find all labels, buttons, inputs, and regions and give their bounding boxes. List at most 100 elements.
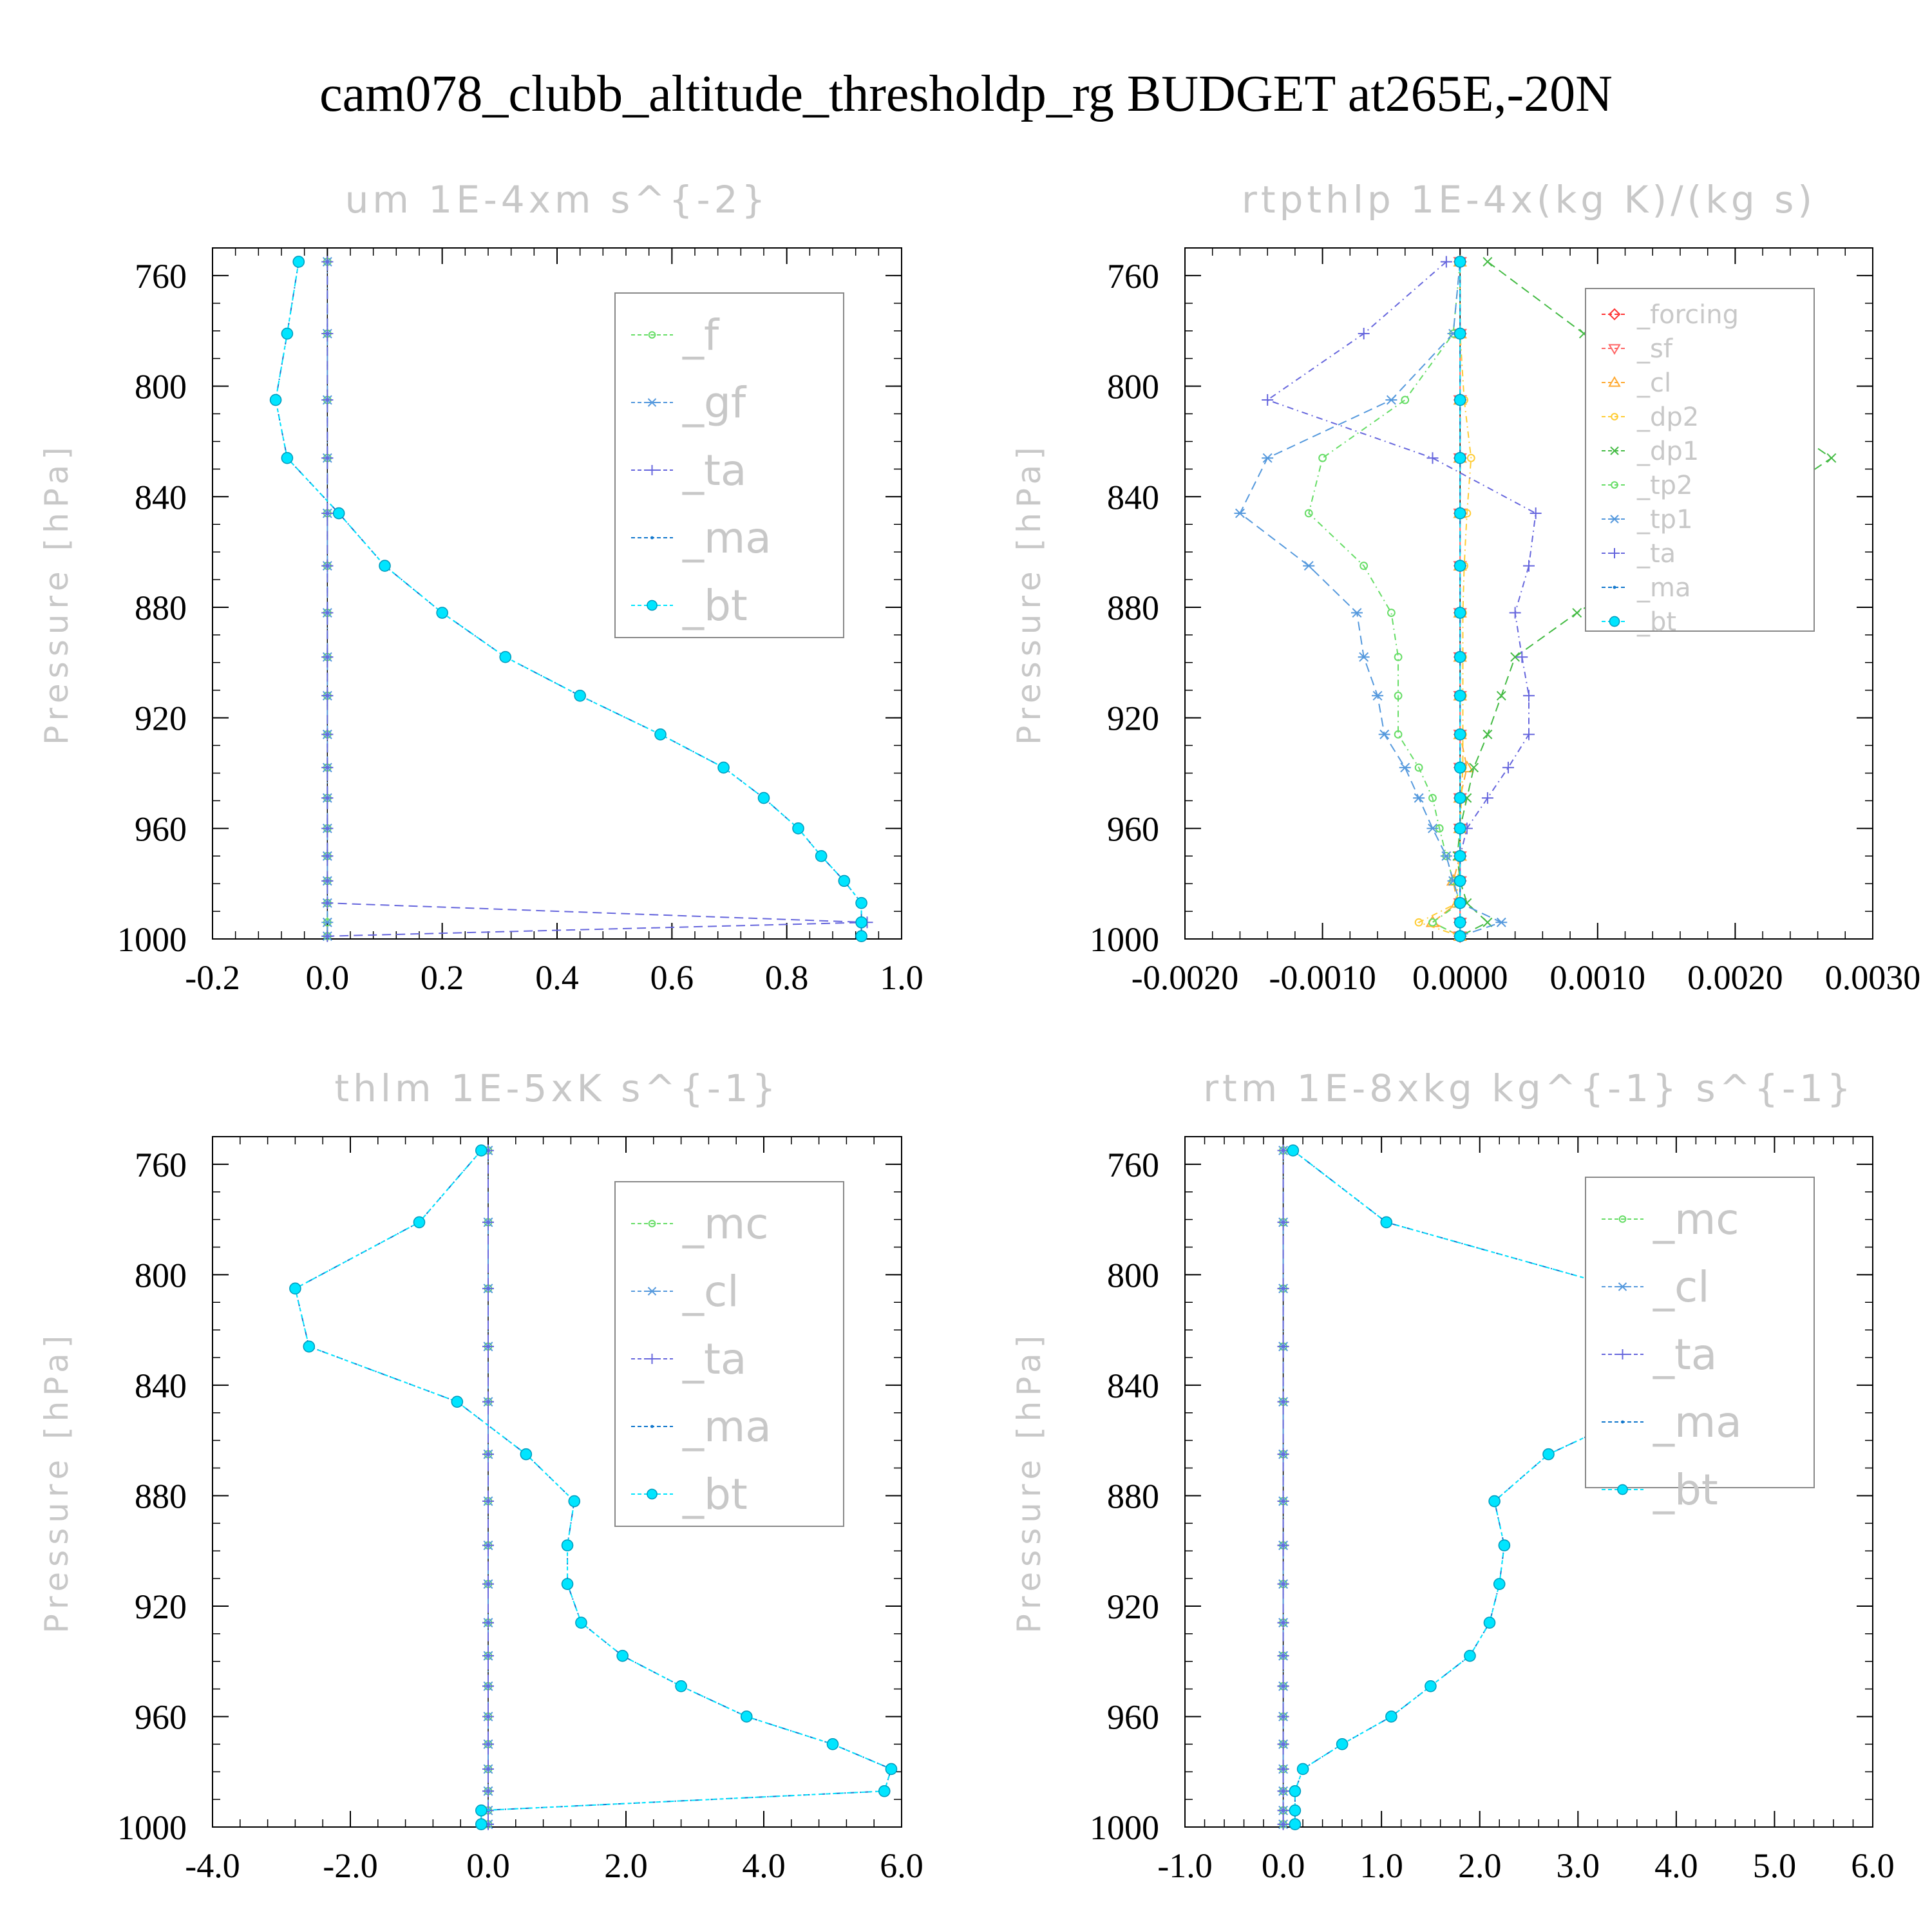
legend-marker [1617,1349,1628,1359]
data-point [878,1785,891,1797]
data-point [757,791,770,804]
legend: _f _gf _ta _ma _bt [614,292,844,638]
data-point [675,1680,687,1692]
series-tp2 [1304,258,1464,941]
legend-label: _ta [682,446,746,495]
y-tick-label: 800 [1107,368,1159,406]
legend-label: _mc [1653,1195,1739,1244]
data-point [1234,508,1246,518]
y-tick-label: 1000 [117,1808,187,1847]
legend-marker [647,398,658,407]
data-point [482,1578,494,1590]
data-point [379,560,391,572]
data-point [303,1340,316,1353]
legend-item: _ta [1602,1330,1717,1379]
data-point [717,761,730,774]
legend-item: _ma [1602,573,1690,603]
data-point [482,1340,494,1352]
data-point [561,1539,574,1551]
legend: _mc _cl _ta _ma _bt [614,1181,844,1527]
data-point [1496,690,1506,701]
data-point [321,917,334,927]
legend-marker [647,1354,658,1364]
data-point [1394,652,1403,661]
series-line [1308,261,1461,937]
data-point [499,650,512,663]
plot-frame [212,1136,902,1828]
plot-frame [1184,1136,1873,1828]
data-point [855,896,867,909]
series-bt [1454,256,1466,943]
data-point [1277,1216,1289,1228]
data-point [826,1738,839,1750]
data-point [1380,1216,1393,1229]
data-point [855,930,867,943]
legend-box [1585,1177,1815,1488]
y-tick-label: 760 [1107,257,1159,296]
legend-item: _bt [631,1470,748,1519]
chart-panel-2: rtpthlp 1E-4x(kg K)/(kg s) Pressure [hPa]… [1010,178,1920,997]
x-tick-label: 0.0 [466,1846,510,1885]
y-tick-label: 920 [135,699,187,738]
y-tick-label: 800 [1107,1256,1159,1294]
series-line [1239,261,1503,937]
data-point [1440,851,1452,861]
legend-box [1585,288,1815,632]
series-line [1265,261,1537,936]
y-tick-label: 920 [1107,1587,1159,1626]
data-point [1413,793,1425,803]
legend-label: _tp2 [1636,471,1693,500]
legend-item: _dp1 [1602,437,1699,466]
legend-item: _bt [1602,1465,1718,1515]
data-point [1428,793,1437,802]
y-tick-label: 840 [135,478,187,516]
legend-marker [1617,1484,1628,1495]
y-tick-label: 840 [1107,1367,1159,1405]
data-point [321,560,334,572]
legend: _forcing _sf _cl _dp2 _dp1 _tp2 _tp1 _ta _ma _bt [1585,288,1815,637]
data-point [269,393,282,406]
data-point [1296,1763,1309,1776]
data-point [1454,761,1466,774]
figure-title: cam078_clubb_altitude_thresholdp_rg BUDG… [319,66,1613,122]
legend-label: _mc [682,1199,769,1249]
data-point [475,1818,488,1831]
data-point [321,897,334,909]
data-point [1277,1763,1289,1775]
legend-label: _bt [1653,1465,1718,1515]
data-point [838,875,851,887]
data-point [1336,1738,1349,1750]
y-tick-label: 840 [135,1367,187,1405]
x-tick-label: 0.6 [650,958,694,997]
data-point [1454,327,1466,340]
data-point [482,1710,494,1723]
legend-marker [1609,548,1620,558]
data-point [1454,728,1466,741]
data-point [654,728,667,741]
x-tick-label: 5.0 [1753,1846,1797,1885]
y-axis-label: Pressure [hPa] [1010,442,1048,745]
legend-item: _cl [631,1267,739,1316]
data-point [1440,256,1452,268]
x-tick-label: 6.0 [880,1846,923,1885]
legend-label: _dp1 [1636,437,1699,466]
data-point [436,607,448,619]
legend-marker [648,1220,656,1227]
data-point [1277,1738,1289,1750]
data-point [321,850,334,862]
legend-label: _dp2 [1636,402,1699,432]
legend-marker [1618,1215,1627,1223]
legend-item: _ta [1602,539,1676,569]
legend-label: _ma [682,1402,772,1452]
legend-label: _ma [1636,573,1690,603]
data-point [1454,650,1466,663]
data-point [1454,875,1466,887]
data-point [1372,690,1384,701]
series-line [294,1150,893,1824]
data-point [1572,608,1582,618]
data-point [1466,453,1475,462]
panel-title: rtm 1E-8xkg kg^{-1} s^{-1} [1203,1066,1855,1110]
data-point [1414,763,1423,772]
data-point [1304,509,1313,518]
data-point [321,690,334,702]
